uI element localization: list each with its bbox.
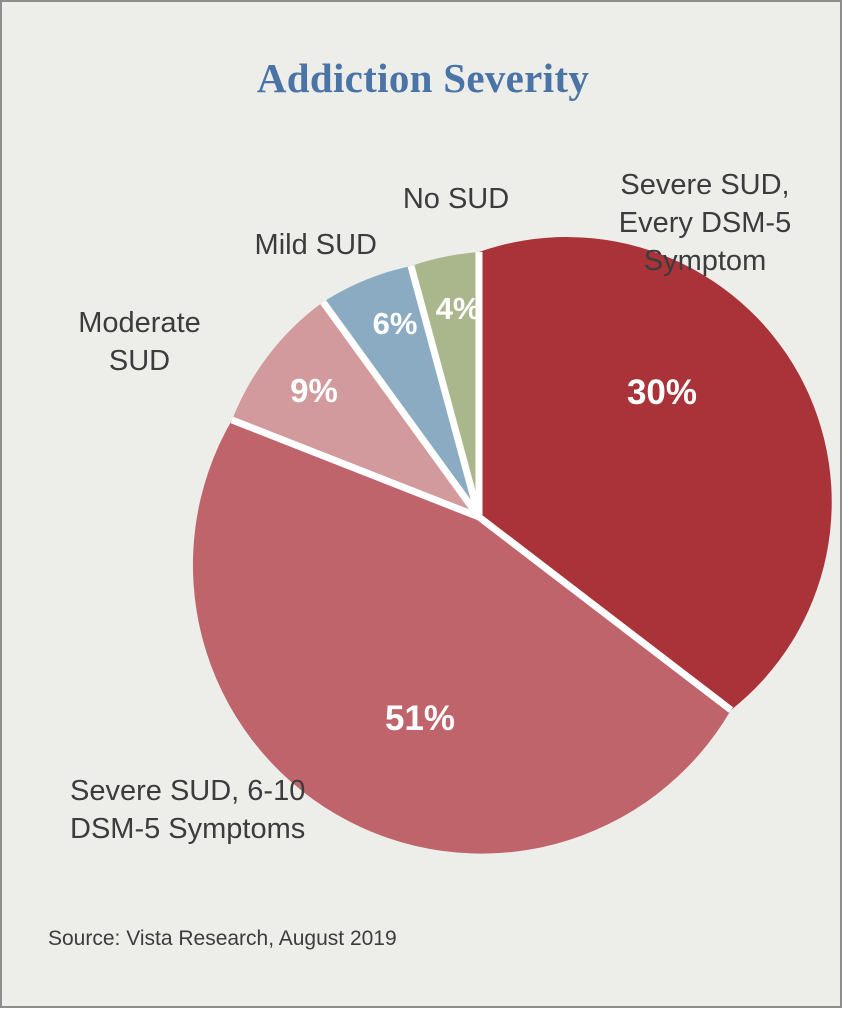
pie-slice-mild-sud[interactable] bbox=[323, 266, 479, 517]
slice-label-no-sud: No SUD bbox=[402, 183, 510, 215]
slice-value-mild-sud: 6% bbox=[372, 306, 418, 341]
slice-label-severe-sud-6-10-symptoms: Severe SUD, 6-10 DSM-5 Symptoms bbox=[70, 775, 306, 845]
slice-label-mild-sud: Mild SUD bbox=[254, 229, 377, 261]
slice-value-moderate-sud: 9% bbox=[290, 372, 338, 409]
pie-slices bbox=[192, 237, 832, 854]
pie-slice-separators bbox=[230, 252, 734, 713]
slice-value-severe-sud-6-10-symptoms: 51% bbox=[384, 699, 456, 738]
slice-label-severe-sud-every-symptom: Severe SUD, Every DSM-5 Symptom bbox=[618, 169, 792, 277]
pie-slice-severe-610[interactable] bbox=[192, 420, 732, 854]
slice-label-moderate-sud: Moderate SUD bbox=[78, 307, 201, 377]
pie-slice-moderate-sud[interactable] bbox=[232, 302, 479, 517]
source-note: Source: Vista Research, August 2019 bbox=[48, 927, 397, 950]
slice-value-severe-sud-every-symptom: 30% bbox=[626, 373, 698, 412]
page-title: Addiction Severity bbox=[256, 55, 590, 101]
slice-value-no-sud: 4% bbox=[435, 291, 481, 326]
pie-slice-severe-every[interactable] bbox=[479, 237, 832, 710]
